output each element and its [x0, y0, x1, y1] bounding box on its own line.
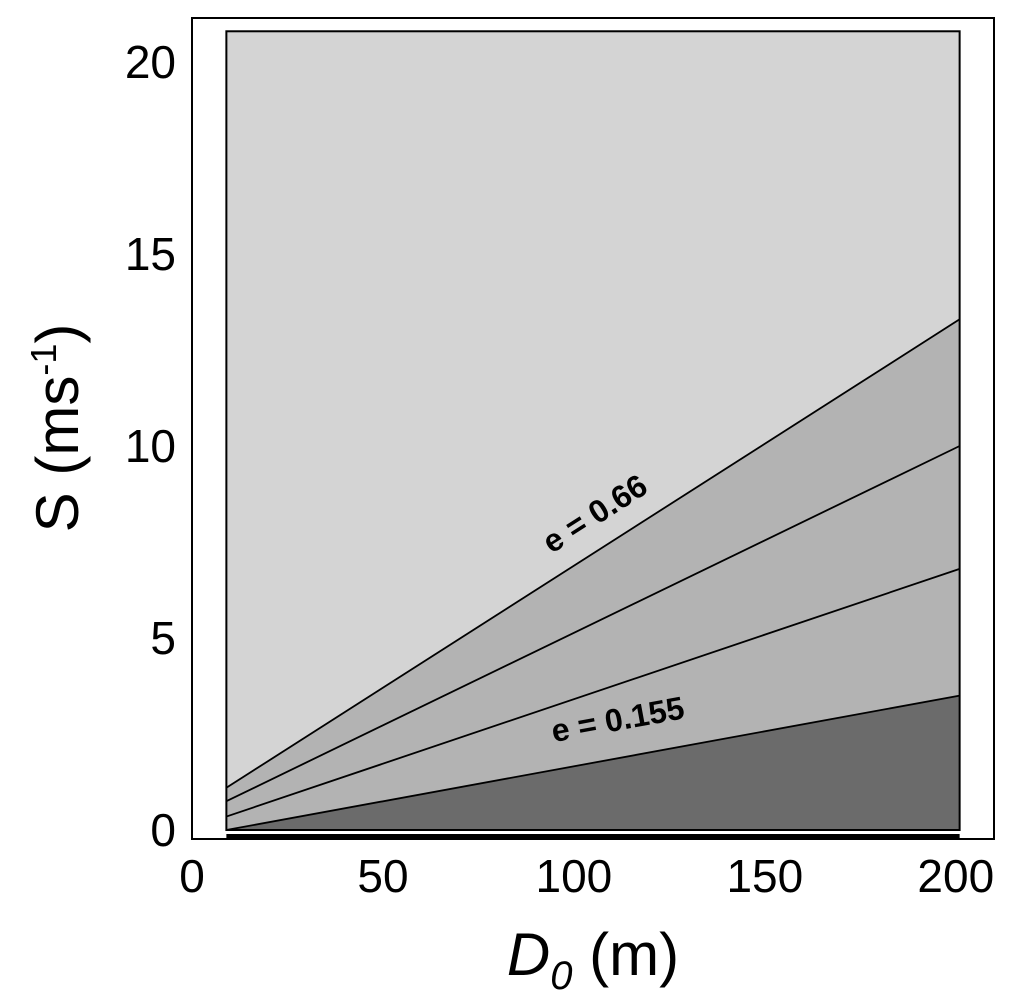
shaded-regions — [226, 31, 960, 830]
domain-outline — [225, 30, 961, 831]
x-tick-label: 150 — [726, 850, 803, 902]
y-tick-label: 10 — [125, 420, 176, 472]
region-0 — [226, 31, 960, 788]
boundary-line-1 — [225, 445, 961, 803]
plot-frame — [191, 17, 995, 840]
boundary-line-2 — [226, 568, 960, 818]
y-tick-label: 0 — [150, 804, 176, 856]
y-axis-ticks: 0 5 10 15 20 — [125, 36, 176, 856]
y-axis-title-superscript: -1 — [23, 344, 64, 376]
x-axis-ticks: 0 50 100 150 200 — [179, 850, 994, 902]
y-tick-label: 15 — [125, 228, 176, 280]
x-axis-title-main: D — [507, 921, 550, 988]
region-1 — [226, 319, 960, 802]
x-axis-title: D0 (m) — [507, 921, 679, 997]
y-tick-label: 20 — [125, 36, 176, 88]
y-axis-title-main: S (ms — [24, 376, 91, 533]
x-tick-label: 100 — [536, 850, 613, 902]
x-axis-title-unit: (m) — [589, 921, 679, 988]
boundary-line-3 — [226, 694, 960, 831]
region-3 — [226, 568, 960, 830]
y-axis-title: S (ms-1) — [23, 324, 91, 533]
y-tick-label: 5 — [150, 612, 176, 664]
y-axis-title-close: ) — [24, 324, 91, 344]
x-tick-label: 0 — [179, 850, 205, 902]
boundary-lines — [225, 30, 961, 838]
x-tick-label: 200 — [917, 850, 994, 902]
x-axis-title-subscript: 0 — [550, 954, 572, 997]
x-tick-label: 50 — [357, 850, 408, 902]
boundary-line-0 — [225, 318, 961, 789]
region-2 — [226, 446, 960, 817]
